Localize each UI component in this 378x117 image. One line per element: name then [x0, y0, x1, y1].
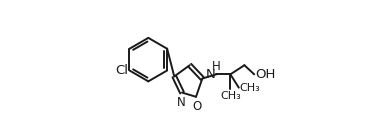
Text: CH₃: CH₃	[220, 91, 241, 101]
Text: Cl: Cl	[115, 64, 128, 77]
Text: OH: OH	[255, 68, 275, 81]
Text: CH₃: CH₃	[240, 83, 260, 93]
Text: H: H	[212, 60, 221, 73]
Text: N: N	[206, 68, 216, 81]
Text: O: O	[192, 100, 202, 113]
Text: N: N	[177, 96, 186, 109]
